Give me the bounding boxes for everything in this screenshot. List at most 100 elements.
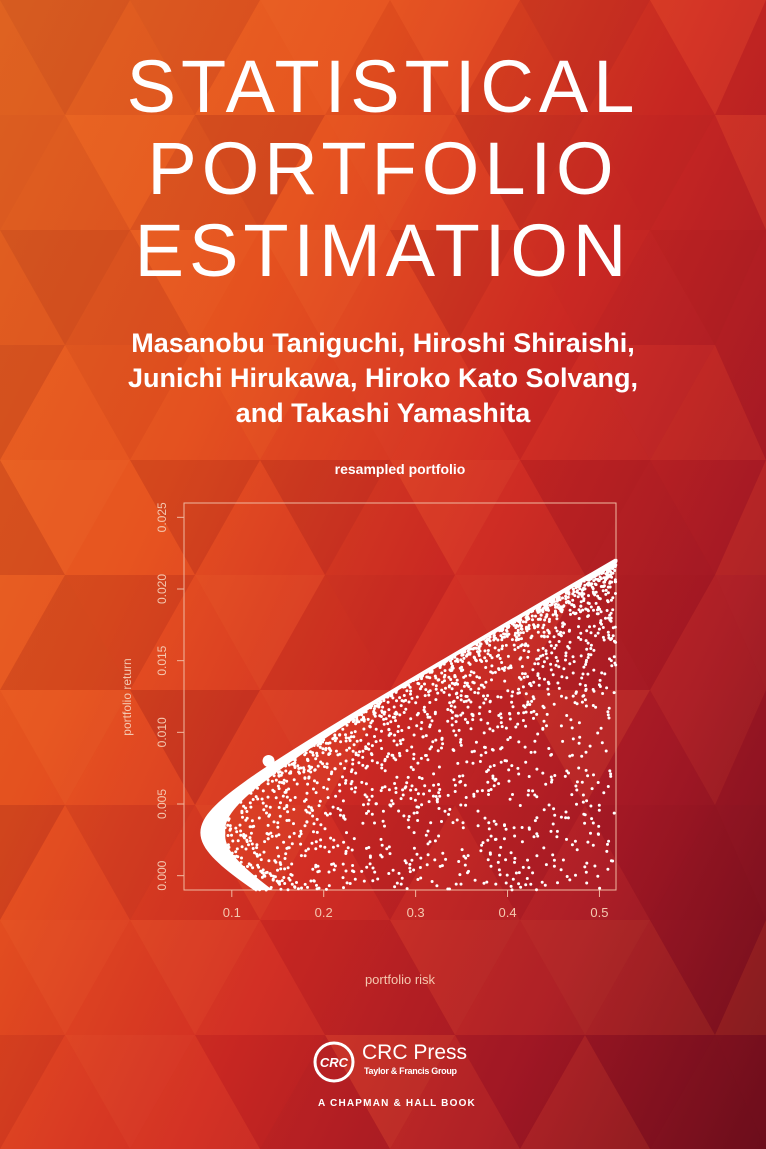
data-point [543, 677, 546, 681]
data-point [204, 834, 208, 838]
data-point [589, 804, 593, 808]
data-point [321, 762, 325, 766]
data-point [434, 687, 438, 691]
data-point [333, 736, 337, 739]
data-point [569, 718, 573, 722]
data-point [576, 595, 580, 599]
data-point [493, 646, 497, 650]
data-point [385, 755, 389, 759]
data-point [479, 849, 483, 853]
data-point [401, 738, 405, 742]
background-triangle [195, 920, 325, 1035]
data-point [276, 825, 280, 829]
data-point [475, 789, 479, 793]
background-triangle [0, 460, 130, 575]
background-triangle [520, 575, 650, 690]
data-point [557, 686, 561, 690]
background-triangle [0, 230, 130, 345]
data-point [290, 842, 294, 846]
data-point [369, 702, 373, 706]
data-point [381, 819, 385, 823]
data-point [503, 679, 507, 683]
data-point [394, 710, 398, 714]
background-triangle [0, 0, 65, 115]
data-point [289, 771, 293, 775]
data-point [580, 754, 584, 758]
data-point [309, 806, 313, 810]
data-point [522, 711, 526, 715]
data-point [462, 854, 466, 858]
data-point [597, 627, 601, 631]
data-point [412, 678, 416, 682]
data-point [246, 780, 250, 784]
data-point [386, 695, 390, 699]
data-point [594, 577, 598, 581]
data-point [547, 631, 551, 635]
background-triangle [520, 115, 650, 230]
data-point [447, 693, 451, 697]
data-point [440, 688, 444, 692]
data-point [367, 798, 371, 802]
data-point [476, 691, 480, 695]
data-point [227, 863, 231, 867]
data-point [479, 718, 483, 722]
data-point [603, 580, 607, 584]
data-point [454, 681, 458, 685]
data-point [304, 751, 308, 755]
data-point [372, 707, 376, 711]
data-point [299, 829, 303, 833]
data-point [327, 850, 331, 854]
data-point [249, 785, 253, 789]
data-point [567, 771, 570, 775]
data-point [454, 882, 458, 886]
data-point [314, 865, 318, 869]
data-point [496, 725, 500, 729]
data-point [580, 780, 584, 784]
data-point [257, 783, 261, 787]
data-point [586, 609, 590, 613]
data-point [234, 863, 238, 867]
data-point [594, 571, 598, 575]
data-point [347, 736, 351, 740]
data-point [251, 866, 255, 870]
data-point [584, 639, 588, 643]
data-point [386, 693, 390, 697]
data-point [476, 809, 480, 813]
data-point [604, 616, 607, 620]
data-point [266, 823, 270, 827]
data-point [271, 877, 275, 881]
data-point [359, 738, 363, 742]
data-point [398, 713, 402, 717]
data-point [497, 782, 501, 786]
data-point [499, 760, 503, 764]
data-point [492, 819, 496, 823]
data-point [421, 671, 425, 675]
data-point [472, 646, 476, 650]
data-point [255, 843, 259, 847]
data-point [368, 862, 372, 866]
data-point [274, 834, 278, 838]
data-point [587, 653, 591, 656]
data-point [278, 814, 282, 818]
background-triangle [650, 230, 766, 345]
data-point [530, 699, 534, 703]
data-point [592, 689, 596, 693]
data-point [474, 640, 478, 644]
data-point [326, 741, 330, 745]
data-point [532, 835, 536, 839]
data-point [390, 753, 394, 757]
data-point [410, 784, 414, 788]
data-point [465, 683, 469, 687]
data-point [355, 718, 359, 722]
data-point [567, 592, 571, 596]
data-point [344, 733, 347, 737]
data-point [285, 804, 289, 807]
data-point [302, 746, 305, 750]
data-point [536, 648, 540, 652]
background-triangle [0, 1035, 65, 1149]
data-point [437, 662, 441, 666]
data-point [299, 832, 303, 836]
data-point [218, 810, 222, 814]
data-point [217, 857, 221, 861]
data-point [282, 778, 286, 782]
